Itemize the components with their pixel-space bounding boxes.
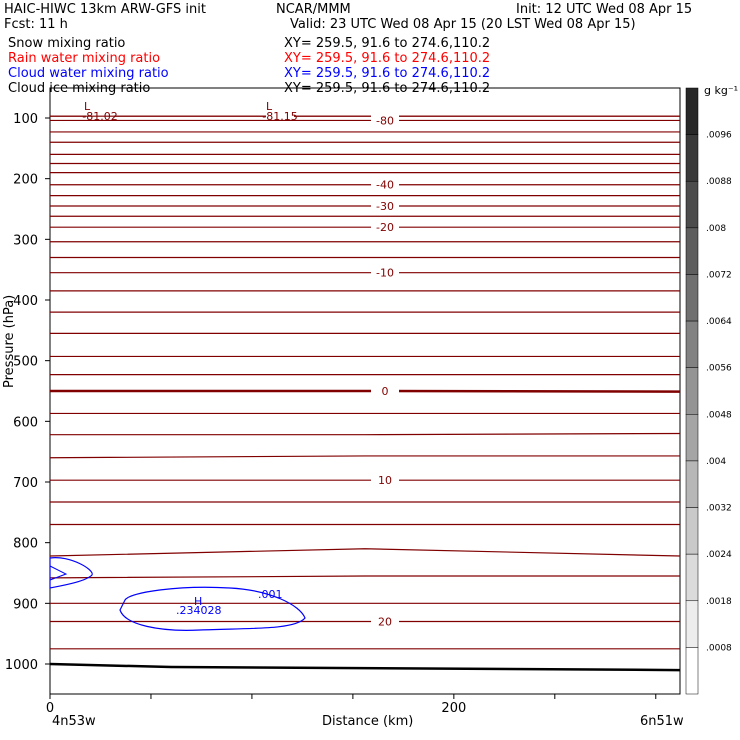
colorbar-segment [685,227,699,275]
y-axis: 100 200 300 400 500 600 700 800 900 1000 [5,112,50,673]
cloud-water-high-marker: H [194,595,202,608]
isotherm-line [49,575,680,579]
colorbar-segment [685,134,699,182]
isotherm-label-bg [371,178,399,191]
isotherm-line [49,455,680,459]
colorbar: .0096 .0088 .008 .0072 .0064 .0056 .0048 .004 .0… [685,87,732,695]
isotherm-label-bg [371,615,399,628]
isotherm-label-bg [371,385,399,397]
cloud-water-max: .234028 [176,604,222,617]
x-tick-label: 0 [46,701,54,716]
y-tick-label: 800 [13,537,38,552]
x-axis-label: Distance (km) [322,714,413,729]
isotherm-label: -10 [376,267,394,280]
colorbar-label: .008 [706,224,726,234]
isotherm-label: -40 [376,179,394,192]
y-tick-label: 600 [13,415,38,430]
cloud-water-label: .001 [258,588,283,601]
title-center: NCAR/MMM [276,2,351,17]
y-tick-label: 1000 [5,658,38,673]
x-axis: 0 200 [46,694,657,716]
colorbar-segment [685,274,699,322]
x-tick-label: 200 [441,701,466,716]
colorbar-segment [685,553,699,602]
y-tick-label: 200 [13,173,38,188]
colorbar-segment [685,647,699,695]
isotherm-line [50,432,681,436]
colorbar-label: .0064 [706,317,732,327]
isotherm-label-bg [371,199,399,212]
colorbar-unit: g kg⁻¹ [704,84,738,97]
endpoint-left: 4n53w [52,714,96,729]
colorbar-label: .0018 [706,597,732,607]
isotherm-line [50,389,681,393]
cloud-water-contour [119,586,306,631]
y-tick-label: 700 [13,476,38,491]
colorbar-segment [685,600,699,648]
isotherm-label-bg [371,221,399,234]
isotherm-label: -30 [376,200,394,213]
field-label: Cloud water mixing ratio [8,66,169,81]
isotherm-label-bg [266,110,294,123]
cloud-water-contours: .001 H.234028 [49,557,306,631]
colorbar-label: .0024 [706,550,732,560]
valid-time: Valid: 23 UTC Wed 08 Apr 15 (20 LST Wed … [290,17,636,32]
colorbar-segment [685,414,699,462]
colorbar-label: .0088 [706,177,732,187]
init-time: Init: 12 UTC Wed 08 Apr 15 [516,2,692,17]
colorbar-segment [685,507,699,555]
colorbar-label: .0032 [706,504,732,514]
isotherm-line [49,548,681,557]
isotherm-label: 0 [382,385,389,398]
title-left: HAIC-HIWC 13km ARW-GFS init [4,2,206,17]
isotherm-label: -80 [376,114,394,127]
colorbar-segment [685,460,699,508]
cloud-water-contour [49,557,93,589]
colorbar-label: .004 [706,457,726,467]
colorbar-segment [685,367,699,415]
y-tick-label: 900 [13,597,38,612]
colorbar-label: .0056 [706,364,732,374]
field-xy: XY= 259.5, 91.6 to 274.6,110.2 [284,51,490,66]
field-label: Snow mixing ratio [8,36,125,51]
cloud-water-inner [49,565,68,581]
colorbar-label: .0048 [706,410,732,420]
colorbar-segment [685,320,699,368]
field-legend: Snow mixing ratio XY= 259.5, 91.6 to 274.… [8,36,490,96]
isotherm-label-bg [371,266,399,279]
low-marker: L [266,100,273,113]
y-axis-label: Pressure (hPa) [2,295,17,388]
forecast-hour: Fcst: 11 h [4,17,68,32]
isotherm-label-bg [371,474,399,487]
ground-line [49,662,681,672]
endpoint-right: 6n51w [640,714,684,729]
colorbar-segment [685,87,699,135]
isotherm-label-bg [371,114,399,127]
y-tick-label: 400 [13,294,38,309]
isotherm-label: 20 [378,616,392,629]
low-marker: L [84,100,91,113]
colorbar-segment [685,180,699,229]
colorbar-label: .0072 [706,270,732,280]
isotherm-label: -20 [376,221,394,234]
isotherm-label: 10 [378,474,392,487]
ground-surface [49,662,681,672]
field-xy: XY= 259.5, 91.6 to 274.6,110.2 [284,66,490,81]
field-xy: XY= 259.5, 91.6 to 274.6,110.2 [284,36,490,51]
y-tick-label: 100 [13,112,38,127]
y-tick-label: 300 [13,233,38,248]
field-label: Rain water mixing ratio [8,51,160,66]
colorbar-label: .0096 [706,131,732,141]
colorbar-label: .0008 [706,643,732,653]
y-tick-label: 500 [13,355,38,370]
